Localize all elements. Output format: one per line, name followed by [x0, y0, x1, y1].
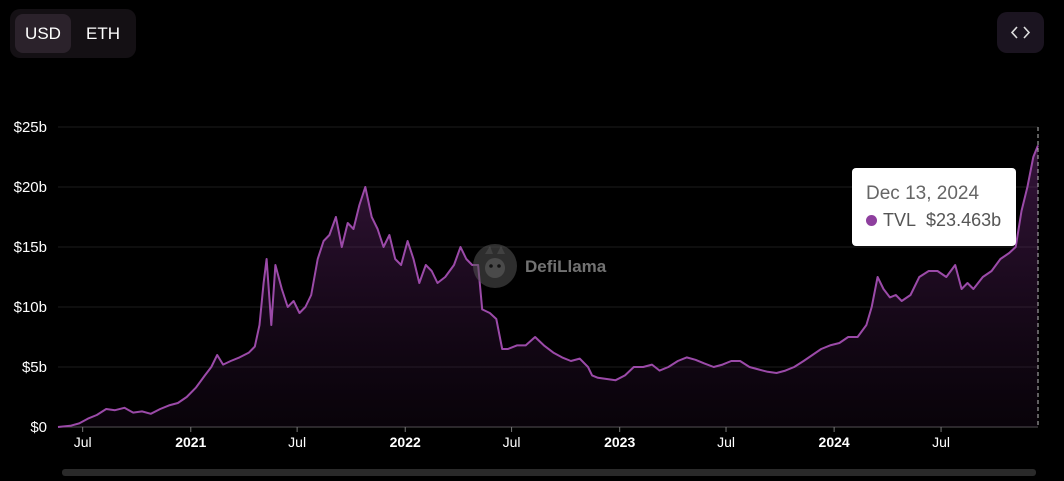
y-tick-label: $20b	[14, 179, 47, 196]
code-brackets-icon	[1010, 26, 1031, 39]
x-tick-label: Jul	[503, 434, 521, 450]
tooltip-series-name: TVL	[883, 210, 917, 230]
embed-button[interactable]	[997, 12, 1044, 53]
eth-toggle-button[interactable]: ETH	[86, 24, 120, 43]
x-tick-label: 2021	[175, 434, 206, 450]
chart-scrollbar[interactable]	[62, 469, 1036, 476]
tooltip-value: $23.463b	[926, 210, 1002, 230]
series-dot-icon	[866, 215, 877, 226]
x-tick-label: Jul	[717, 434, 735, 450]
y-tick-label: $15b	[14, 239, 47, 256]
y-tick-label: $25b	[14, 119, 47, 136]
chart-tooltip: Dec 13, 2024 TVL $23.463b	[852, 168, 1016, 246]
defillama-watermark: DefiLlama	[470, 240, 630, 292]
tooltip-row: TVL $23.463b	[866, 210, 1001, 231]
y-tick-label: $10b	[14, 299, 47, 316]
tooltip-date: Dec 13, 2024	[866, 183, 980, 204]
currency-toggle: USD ETH	[10, 9, 136, 58]
x-tick-label: 2023	[604, 434, 635, 450]
llama-logo-icon	[473, 244, 517, 288]
tvl-series-line	[57, 145, 1039, 428]
x-tick-label: Jul	[74, 434, 92, 450]
x-tick-label: Jul	[932, 434, 950, 450]
y-tick-label: $5b	[22, 359, 47, 376]
tvl-area-fill	[58, 145, 1038, 427]
x-tick-label: 2024	[819, 434, 850, 450]
watermark-text: DefiLlama	[525, 257, 607, 276]
y-tick-label: $0	[30, 419, 47, 436]
x-tick-label: Jul	[288, 434, 306, 450]
x-tick-label: 2022	[390, 434, 421, 450]
usd-toggle-button[interactable]: USD	[15, 14, 71, 53]
